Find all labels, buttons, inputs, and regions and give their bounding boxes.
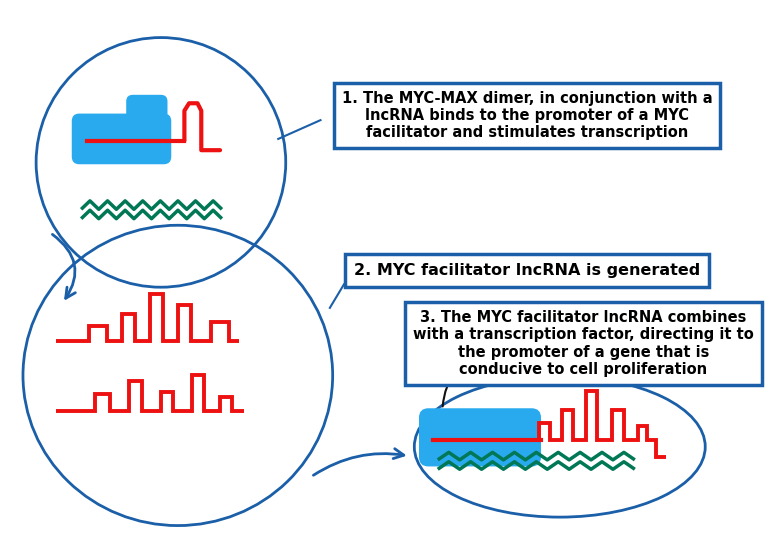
FancyBboxPatch shape <box>419 408 541 466</box>
FancyBboxPatch shape <box>72 114 172 164</box>
Text: 2. MYC facilitator lncRNA is generated: 2. MYC facilitator lncRNA is generated <box>354 263 700 278</box>
Text: 1. The MYC-MAX dimer, in conjunction with a
lncRNA binds to the promoter of a MY: 1. The MYC-MAX dimer, in conjunction wit… <box>342 91 712 140</box>
Text: 3. The MYC facilitator lncRNA combines
with a transcription factor, directing it: 3. The MYC facilitator lncRNA combines w… <box>413 310 753 377</box>
FancyBboxPatch shape <box>126 95 168 136</box>
